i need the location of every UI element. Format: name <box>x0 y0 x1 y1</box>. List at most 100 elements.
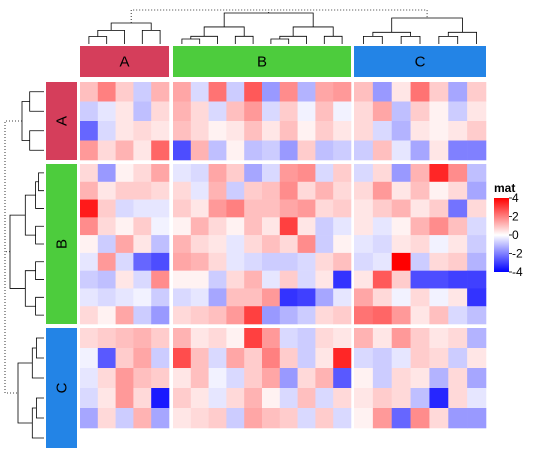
column-dendrogram-branch <box>223 12 314 27</box>
heatmap-cell <box>97 217 116 236</box>
heatmap-cell <box>115 164 134 183</box>
heatmap-cell <box>410 164 430 183</box>
heatmap-cell <box>297 306 316 325</box>
heatmap-cell <box>80 82 99 102</box>
heatmap-cell <box>448 101 468 122</box>
heatmap-cell <box>429 328 449 349</box>
heatmap-cell <box>333 140 352 161</box>
heatmap-cell <box>208 217 227 236</box>
heatmap-cell <box>410 82 430 102</box>
row-dendrogram-branch <box>24 270 36 307</box>
heatmap-cell <box>97 270 116 289</box>
heatmap-cell <box>190 368 209 389</box>
heatmap-cell <box>226 164 245 183</box>
heatmap-cell <box>226 348 245 369</box>
heatmap-cell <box>279 199 298 218</box>
heatmap-cell <box>226 388 245 409</box>
heatmap-cell <box>279 328 298 349</box>
heatmap-cell <box>315 235 334 254</box>
heatmap-cell <box>190 199 209 218</box>
column-dendrogram-branch <box>391 17 463 33</box>
heatmap-cell <box>115 388 134 409</box>
heatmap-cell <box>80 164 99 183</box>
row-dendrogram-branch <box>38 172 44 192</box>
heatmap-cell <box>354 328 374 349</box>
heatmap-cell <box>333 82 352 102</box>
heatmap-cell <box>208 388 227 409</box>
heatmap-cell <box>315 348 334 369</box>
heatmap-cell <box>333 217 352 236</box>
heatmap-cell <box>448 121 468 141</box>
heatmap-cell <box>208 408 227 429</box>
heatmap-cell <box>279 252 298 271</box>
row-dendrogram-branch <box>24 194 36 236</box>
heatmap-cell <box>97 235 116 254</box>
heatmap-cell <box>133 328 152 349</box>
heatmap-cell <box>244 328 263 349</box>
heatmap-cell <box>333 181 352 200</box>
row-dendrogram <box>4 91 44 439</box>
heatmap-cell <box>80 408 99 429</box>
column-dendrogram-branch <box>372 31 411 37</box>
heatmap-cell <box>262 101 281 122</box>
heatmap-cell <box>391 270 411 289</box>
heatmap-cell <box>467 252 487 271</box>
row-dendrogram-branch <box>21 101 30 141</box>
heatmap-cell <box>410 252 430 271</box>
heatmap-cell <box>115 368 134 389</box>
column-slice-label: A <box>119 54 129 71</box>
heatmap-cell <box>173 121 192 141</box>
legend-colorbar <box>494 198 509 272</box>
heatmap-cell <box>354 388 374 409</box>
heatmap-cell <box>151 368 170 389</box>
column-slice-label: B <box>257 54 267 71</box>
legend-ticks: 4 2 0 -2 -4 <box>509 191 523 279</box>
heatmap-cell <box>80 181 99 200</box>
heatmap-cell <box>226 101 245 122</box>
heatmap-cell <box>354 288 374 307</box>
heatmap-cell <box>372 408 393 429</box>
heatmap-cell <box>115 328 134 349</box>
heatmap-cell <box>448 252 468 271</box>
heatmap-cell <box>208 181 227 200</box>
column-dendrogram-branch <box>363 35 383 44</box>
row-dendrogram-branch <box>17 362 33 424</box>
heatmap-cell <box>354 164 374 183</box>
heatmap-cell <box>190 121 209 141</box>
heatmap-cell <box>97 199 116 218</box>
heatmap-cell <box>410 217 430 236</box>
heatmap-cell <box>173 181 192 200</box>
heatmap-cell <box>190 252 209 271</box>
heatmap-cell <box>226 140 245 161</box>
heatmap-cell <box>354 121 374 141</box>
heatmap-cell <box>190 408 209 429</box>
heatmap-cell <box>333 235 352 254</box>
heatmap-cell <box>315 140 334 161</box>
heatmap-cell <box>429 101 449 122</box>
heatmap-cell <box>115 235 134 254</box>
heatmap-cell <box>115 101 134 122</box>
heatmap-cell <box>244 348 263 369</box>
heatmap-cell <box>115 288 134 307</box>
heatmap-cell <box>429 288 449 307</box>
heatmap-cell <box>262 199 281 218</box>
heatmap-cell <box>80 101 99 122</box>
heatmap-cell <box>244 181 263 200</box>
heatmap-cell <box>297 82 316 102</box>
heatmap-cell <box>262 348 281 369</box>
column-dendrogram-branch <box>323 35 343 44</box>
heatmap-cell <box>410 270 430 289</box>
heatmap-cell <box>448 306 468 325</box>
heatmap-cell <box>226 368 245 389</box>
heatmap-cell <box>429 348 449 369</box>
heatmap-cell <box>262 408 281 429</box>
column-dendrogram-branch <box>110 22 152 31</box>
heatmap-cell <box>467 388 487 409</box>
row-slice-label: A <box>54 116 71 126</box>
heatmap-cell <box>208 306 227 325</box>
heatmap-cell <box>297 288 316 307</box>
column-slice-annotations: A B C <box>80 46 486 77</box>
heatmap-cell <box>354 140 374 161</box>
column-dendrogram-branch <box>234 35 254 44</box>
heatmap-cell <box>297 408 316 429</box>
